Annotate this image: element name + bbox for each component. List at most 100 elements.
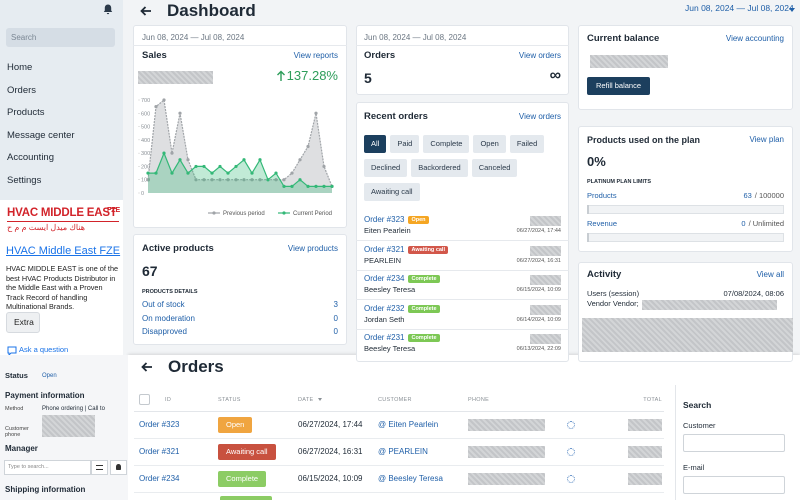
nav-item[interactable]: Message center	[7, 129, 75, 141]
filter-chip[interactable]: Declined	[364, 159, 408, 177]
search-field[interactable]	[683, 476, 785, 494]
series-point	[178, 111, 182, 115]
panel-heading: Shipping information	[5, 485, 86, 494]
series-point	[186, 171, 190, 175]
row-rule	[134, 438, 664, 439]
filter-chip[interactable]: Open	[473, 135, 506, 153]
detail-label[interactable]: On moderation	[142, 313, 195, 323]
field-value: Phone ordering | Call to	[42, 406, 105, 412]
order-customer[interactable]: @ PEARLEIN	[378, 447, 428, 456]
series-point	[154, 171, 158, 175]
date-range-picker[interactable]: Jun 08, 2024 — Jul 08, 2024	[685, 3, 794, 13]
nav-item[interactable]: Settings	[7, 175, 42, 186]
card-link[interactable]: View orders	[518, 112, 561, 121]
column-header[interactable]: ID	[165, 397, 172, 403]
filter-chip[interactable]: All	[364, 135, 387, 153]
order-link[interactable]: Order #234	[139, 474, 180, 483]
order-date: 06/15/2024, 10:09	[298, 474, 363, 483]
card-link[interactable]: View reports	[293, 51, 338, 60]
nav-item[interactable]: Products	[7, 107, 45, 119]
filter-chip[interactable]: Complete	[423, 135, 470, 153]
card-title: Activity	[587, 269, 622, 280]
series-point	[218, 178, 222, 182]
series-point	[186, 158, 190, 162]
status-select[interactable]: Open	[42, 373, 57, 379]
logo-suffix: FZE	[107, 207, 121, 214]
extra-button[interactable]: Extra	[14, 317, 34, 327]
filter-bar: All Paid Complete Open Failed Declined Backord…	[364, 135, 564, 207]
extra-button-bg	[6, 312, 40, 333]
panel-heading: Search	[683, 400, 712, 410]
filter-chip[interactable]: Awaiting call	[364, 183, 420, 201]
filter-chip[interactable]: Failed	[509, 135, 545, 153]
card-date-range: Jun 08, 2024 — Jul 08, 2024	[364, 33, 467, 42]
order-link[interactable]: Order #232	[364, 303, 405, 313]
order-link[interactable]: Order #321	[364, 244, 405, 254]
series-point	[194, 164, 198, 169]
filter-chip[interactable]: Backordered	[411, 159, 468, 177]
order-date: 06/27/2024, 17:44	[516, 228, 561, 234]
filter-chip[interactable]: Canceled	[471, 159, 518, 177]
page-title: Orders	[168, 357, 224, 376]
series-point	[314, 184, 318, 188]
detail-label[interactable]: Out of stock	[142, 300, 185, 309]
order-date: 06/27/2024, 17:44	[298, 420, 363, 429]
filter-chip[interactable]: Paid	[390, 135, 420, 153]
order-date: 06/27/2024, 16:31	[298, 447, 363, 456]
order-link[interactable]: Order #231	[364, 333, 405, 342]
back-arrow[interactable]	[140, 361, 154, 373]
order-link[interactable]: Order #323	[364, 215, 405, 224]
ask-question[interactable]: Ask a question	[19, 345, 69, 354]
card-link[interactable]: View orders	[518, 51, 561, 60]
detail-label[interactable]: Disapproved	[142, 327, 187, 336]
limit-label[interactable]: Revenue	[587, 219, 618, 228]
series-point	[266, 178, 270, 182]
detail-value: 0	[333, 327, 338, 336]
series-point	[258, 158, 262, 162]
refill-button[interactable]: Refill balance	[587, 77, 650, 95]
order-date: 06/27/2024, 16:31	[516, 257, 561, 264]
up-arrow	[277, 70, 285, 81]
logo-rule	[7, 221, 119, 222]
activity-vendor: Vendor Vendor;	[587, 299, 639, 308]
redacted-block	[468, 419, 545, 431]
nav-item[interactable]: Accounting	[7, 152, 55, 164]
order-link[interactable]: Order #234	[364, 274, 405, 283]
search-field[interactable]	[683, 434, 785, 452]
limit-bar	[587, 233, 784, 242]
card-link[interactable]: View accounting	[725, 34, 784, 43]
order-link[interactable]: Order #321	[139, 447, 180, 456]
column-header[interactable]: STATUS	[218, 397, 241, 403]
search-placeholder: Search	[11, 33, 37, 42]
bell-icon[interactable]	[102, 3, 114, 15]
order-customer[interactable]: @ Eiten Pearlein	[378, 420, 439, 429]
row-rule	[134, 465, 664, 466]
y-tick-label: 600	[141, 111, 150, 117]
order-link[interactable]: Order #323	[139, 420, 180, 429]
order-customer[interactable]: @ Beesley Teresa	[378, 474, 443, 483]
back-arrow[interactable]	[139, 5, 153, 17]
card-link[interactable]: View products	[287, 244, 338, 253]
panel-label: Status	[5, 371, 28, 380]
limit-label[interactable]: Products	[587, 191, 617, 200]
activity-label: Users (session)	[587, 289, 640, 298]
nav-item[interactable]: Orders	[7, 84, 37, 96]
column-header[interactable]: PHONE	[468, 397, 490, 403]
card-link[interactable]: View all	[756, 270, 784, 279]
column-header[interactable]: DATE	[298, 397, 314, 403]
y-tick-label: 100	[141, 178, 150, 184]
series-point	[306, 144, 310, 149]
row-divider	[356, 269, 569, 271]
redacted-block	[42, 415, 95, 437]
order-date: 06/14/2024, 10:09	[516, 316, 561, 323]
series-line	[148, 151, 332, 187]
redacted-block	[582, 318, 793, 352]
logo-arabic: هناك ميدل ايست م م ح	[7, 223, 85, 232]
panel-heading: Manager	[5, 444, 38, 453]
card-link[interactable]: View plan	[749, 135, 784, 144]
company-link[interactable]: HVAC Middle East FZE	[6, 245, 121, 257]
nav-item[interactable]: Home	[7, 62, 33, 73]
column-header[interactable]: CUSTOMER	[378, 397, 412, 403]
chat-icon	[7, 346, 17, 356]
order-line: Order #323 Open	[364, 215, 429, 225]
